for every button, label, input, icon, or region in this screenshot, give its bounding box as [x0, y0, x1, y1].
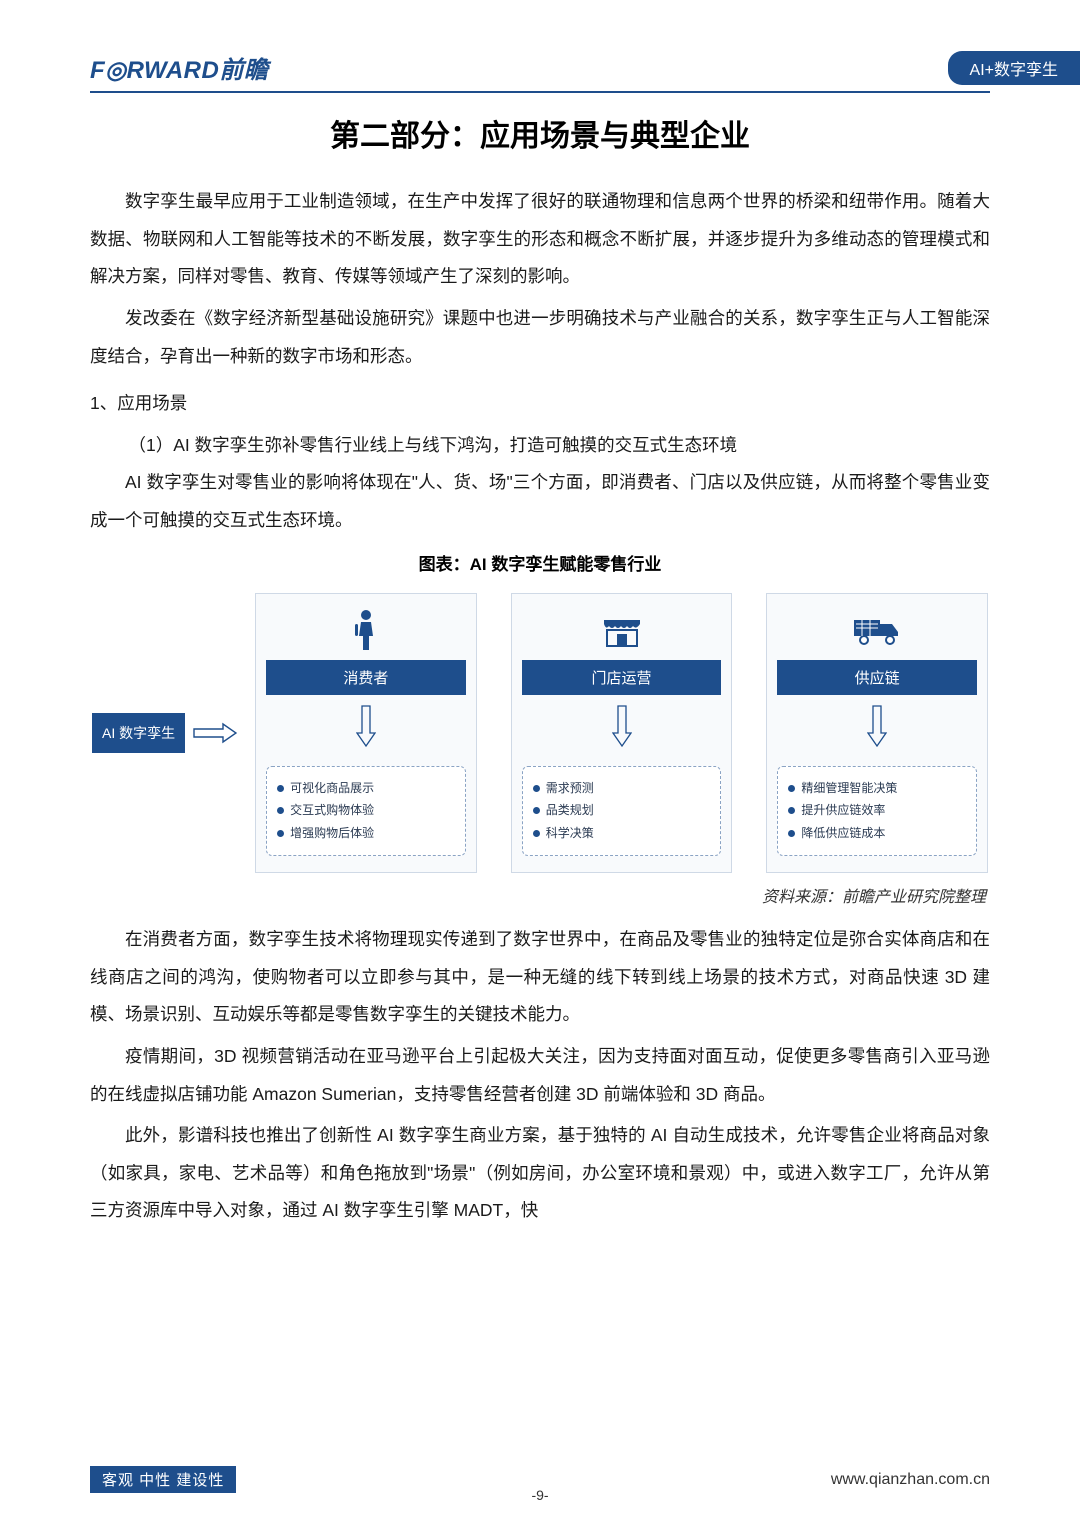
person-icon	[351, 606, 381, 654]
paragraph-5: 疫情期间，3D 视频营销活动在亚马逊平台上引起极大关注，因为支持面对面互动，促使…	[90, 1038, 990, 1113]
page-number: -9-	[531, 1487, 548, 1503]
subsection-heading-1: （1）AI 数字孪生弥补零售行业线上与线下鸿沟，打造可触摸的交互式生态环境	[90, 427, 990, 465]
bullet-item: 降低供应链成本	[788, 822, 966, 845]
header-tag: AI+数字孪生	[948, 51, 1080, 85]
page-header: F◎RWARD前瞻 AI+数字孪生	[90, 50, 990, 93]
paragraph-3: AI 数字孪生对零售业的影响将体现在"人、货、场"三个方面，即消费者、门店以及供…	[90, 464, 990, 539]
retail-diagram: AI 数字孪生 消费者	[90, 593, 990, 873]
paragraph-1: 数字孪生最早应用于工业制造领域，在生产中发挥了很好的联通物理和信息两个世界的桥梁…	[90, 183, 990, 296]
truck-icon	[852, 606, 902, 654]
column-store: 门店运营 需求预测 品类规划 科学决策	[511, 593, 733, 873]
chart-source: 资料来源：前瞻产业研究院整理	[90, 883, 986, 907]
column-label: 门店运营	[522, 660, 722, 695]
down-arrow-icon	[356, 705, 376, 752]
logo-text: F◎RWARD前瞻	[90, 57, 268, 84]
diagram-columns: 消费者 可视化商品展示 交互式购物体验 增强购物后体验	[255, 593, 988, 873]
column-supply: 供应链 精细管理智能决策 提升供应链效率 降低供应链成本	[766, 593, 988, 873]
bullet-box: 精细管理智能决策 提升供应链效率 降低供应链成本	[777, 766, 977, 856]
bullet-box: 需求预测 品类规划 科学决策	[522, 766, 722, 856]
bullet-item: 增强购物后体验	[277, 822, 455, 845]
bullet-item: 品类规划	[533, 799, 711, 822]
paragraph-4: 在消费者方面，数字孪生技术将物理现实传递到了数字世界中，在商品及零售业的独特定位…	[90, 921, 990, 1034]
bullet-box: 可视化商品展示 交互式购物体验 增强购物后体验	[266, 766, 466, 856]
bullet-item: 需求预测	[533, 777, 711, 800]
right-arrow-icon	[193, 720, 237, 746]
column-label: 供应链	[777, 660, 977, 695]
section-heading-1: 1、应用场景	[90, 385, 990, 423]
document-page: F◎RWARD前瞻 AI+数字孪生 第二部分：应用场景与典型企业 数字孪生最早应…	[0, 0, 1080, 1527]
bullet-item: 提升供应链效率	[788, 799, 966, 822]
bullet-item: 精细管理智能决策	[788, 777, 966, 800]
diagram-left: AI 数字孪生	[92, 713, 237, 753]
chart-title: 图表：AI 数字孪生赋能零售行业	[90, 550, 990, 575]
bullet-item: 交互式购物体验	[277, 799, 455, 822]
logo: F◎RWARD前瞻	[90, 50, 268, 85]
down-arrow-icon	[867, 705, 887, 752]
footer-url: www.qianzhan.com.cn	[831, 1471, 990, 1489]
bullet-item: 科学决策	[533, 822, 711, 845]
down-arrow-icon	[612, 705, 632, 752]
column-consumer: 消费者 可视化商品展示 交互式购物体验 增强购物后体验	[255, 593, 477, 873]
paragraph-6: 此外，影谱科技也推出了创新性 AI 数字孪生商业方案，基于独特的 AI 自动生成…	[90, 1117, 990, 1230]
diagram-source-tag: AI 数字孪生	[92, 713, 185, 753]
column-label: 消费者	[266, 660, 466, 695]
store-icon	[601, 606, 643, 654]
page-title: 第二部分：应用场景与典型企业	[90, 111, 990, 155]
footer-left-tag: 客观 中性 建设性	[90, 1466, 236, 1493]
bullet-item: 可视化商品展示	[277, 777, 455, 800]
paragraph-2: 发改委在《数字经济新型基础设施研究》课题中也进一步明确技术与产业融合的关系，数字…	[90, 300, 990, 375]
